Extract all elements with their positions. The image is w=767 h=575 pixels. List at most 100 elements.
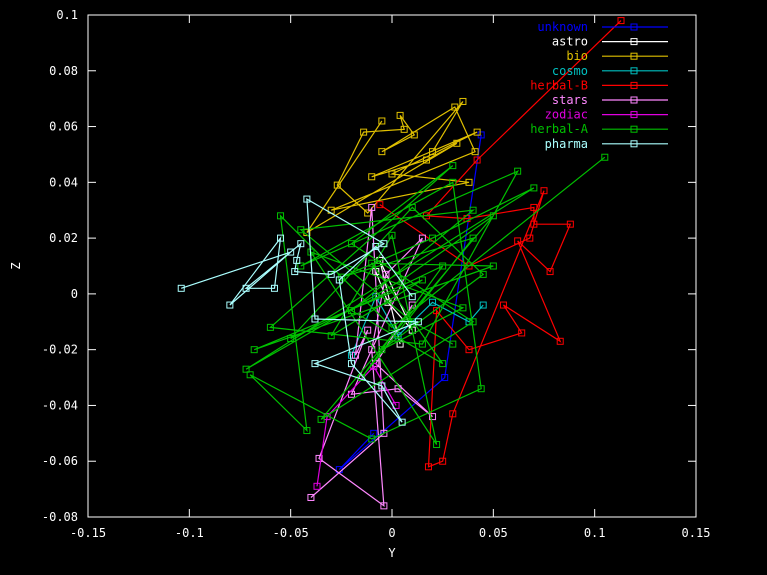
data-point <box>327 332 335 340</box>
y-tick-label: 0.08 <box>49 64 78 78</box>
legend-label: zodiac <box>545 108 588 122</box>
data-point <box>378 148 386 156</box>
data-point <box>388 323 396 331</box>
data-point <box>226 301 234 309</box>
data-point <box>297 226 305 234</box>
data-point <box>499 301 507 309</box>
data-point <box>378 382 386 390</box>
data-point <box>473 156 481 164</box>
data-point <box>449 340 457 348</box>
x-tick-label: 0 <box>388 526 395 540</box>
data-point <box>424 463 432 471</box>
x-axis-label: Y <box>388 546 396 560</box>
data-point <box>441 374 449 382</box>
data-point <box>465 346 473 354</box>
x-tick-label: 0.05 <box>479 526 508 540</box>
data-point <box>396 111 404 119</box>
legend-label: stars <box>552 93 588 107</box>
data-point <box>418 340 426 348</box>
data-point <box>453 139 461 147</box>
legend-label: pharma <box>545 137 588 151</box>
data-point <box>327 270 335 278</box>
data-point <box>315 454 323 462</box>
series-line-bio <box>306 101 478 234</box>
data-point <box>526 234 534 242</box>
data-point <box>270 284 278 292</box>
data-point <box>408 203 416 211</box>
legend-label: herbal-B <box>530 78 588 92</box>
data-point <box>287 335 295 343</box>
data-point <box>556 337 564 345</box>
y-tick-label: 0.04 <box>49 175 78 189</box>
data-point <box>477 385 485 393</box>
data-point <box>376 201 384 209</box>
data-point <box>287 248 295 256</box>
data-point <box>514 237 522 245</box>
data-point <box>347 240 355 248</box>
legend: unknownastrobiocosmoherbal-Bstarszodiach… <box>530 20 668 151</box>
data-point <box>380 502 388 510</box>
data-point <box>311 360 319 368</box>
data-point <box>313 482 321 490</box>
data-point <box>469 206 477 214</box>
series-layer <box>177 17 625 510</box>
x-tick-label: 0.1 <box>584 526 606 540</box>
data-point <box>311 315 319 323</box>
data-point <box>246 371 254 379</box>
x-tick-label: -0.1 <box>175 526 204 540</box>
x-tick-label: -0.15 <box>70 526 106 540</box>
data-point <box>352 351 360 359</box>
data-point <box>291 268 299 276</box>
data-point <box>242 284 250 292</box>
data-point <box>489 262 497 270</box>
data-point <box>398 418 406 426</box>
x-axis: -0.15 -0.1 -0.05 0 0.05 0.1 0.15 <box>70 15 710 540</box>
data-point <box>449 162 457 170</box>
y-tick-label: -0.06 <box>42 454 78 468</box>
data-point <box>469 318 477 326</box>
data-point <box>378 117 386 125</box>
data-point <box>429 234 437 242</box>
legend-label: herbal-A <box>530 122 589 136</box>
data-point <box>317 415 325 423</box>
legend-label: bio <box>566 49 588 63</box>
legend-marker <box>630 67 638 75</box>
legend-marker <box>630 81 638 89</box>
legend-marker <box>630 140 638 148</box>
data-point <box>277 234 285 242</box>
data-point <box>449 410 457 418</box>
data-point <box>566 220 574 228</box>
series-line-herbal-B <box>379 20 622 468</box>
data-point <box>250 346 258 354</box>
data-point <box>546 268 554 276</box>
data-point <box>489 212 497 220</box>
data-point <box>433 440 441 448</box>
legend-marker <box>630 23 638 31</box>
data-point <box>422 156 430 164</box>
data-point <box>418 276 426 284</box>
series-line-herbal-A <box>245 156 606 445</box>
data-point <box>530 184 538 192</box>
data-point <box>378 346 386 354</box>
legend-label: cosmo <box>552 64 588 78</box>
data-point <box>347 307 355 315</box>
data-point <box>408 293 416 301</box>
y-tick-label: 0.02 <box>49 231 78 245</box>
data-point <box>469 234 477 242</box>
data-point <box>177 284 185 292</box>
data-point <box>297 262 305 270</box>
legend-marker <box>630 96 638 104</box>
data-point <box>400 125 408 133</box>
data-point <box>277 212 285 220</box>
data-point <box>479 301 487 309</box>
data-point <box>451 103 459 111</box>
legend-label: astro <box>552 35 588 49</box>
data-point <box>617 17 625 25</box>
data-point <box>540 187 548 195</box>
data-point <box>414 318 422 326</box>
data-point <box>429 298 437 306</box>
data-point <box>303 195 311 203</box>
y-tick-label: 0 <box>71 287 78 301</box>
data-point <box>372 242 380 250</box>
